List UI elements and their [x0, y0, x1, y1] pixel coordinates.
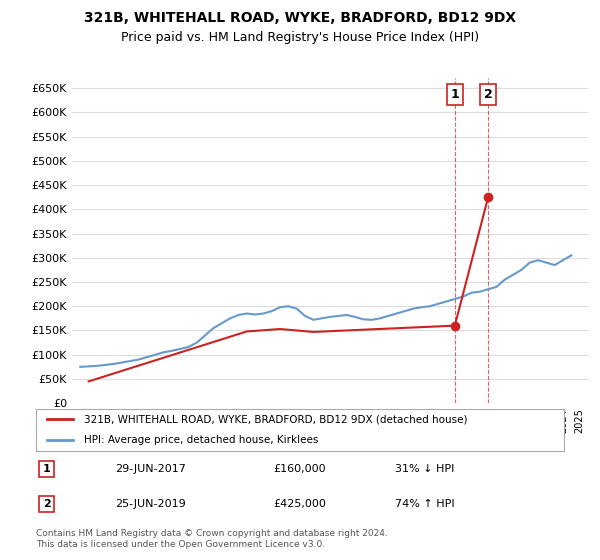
Text: 1: 1: [451, 88, 459, 101]
Text: 31% ↓ HPI: 31% ↓ HPI: [395, 464, 454, 474]
Text: 2: 2: [484, 88, 493, 101]
Text: £425,000: £425,000: [274, 499, 326, 509]
Text: 321B, WHITEHALL ROAD, WYKE, BRADFORD, BD12 9DX (detached house): 321B, WHITEHALL ROAD, WYKE, BRADFORD, BD…: [83, 414, 467, 424]
Text: 1: 1: [43, 464, 50, 474]
Text: Price paid vs. HM Land Registry's House Price Index (HPI): Price paid vs. HM Land Registry's House …: [121, 31, 479, 44]
Text: HPI: Average price, detached house, Kirklees: HPI: Average price, detached house, Kirk…: [83, 435, 318, 445]
Text: 74% ↑ HPI: 74% ↑ HPI: [395, 499, 455, 509]
Text: 25-JUN-2019: 25-JUN-2019: [115, 499, 186, 509]
Text: £160,000: £160,000: [274, 464, 326, 474]
Text: 2: 2: [43, 499, 50, 509]
Text: Contains HM Land Registry data © Crown copyright and database right 2024.
This d: Contains HM Land Registry data © Crown c…: [36, 529, 388, 549]
Text: 29-JUN-2017: 29-JUN-2017: [115, 464, 186, 474]
Text: 321B, WHITEHALL ROAD, WYKE, BRADFORD, BD12 9DX: 321B, WHITEHALL ROAD, WYKE, BRADFORD, BD…: [84, 11, 516, 25]
